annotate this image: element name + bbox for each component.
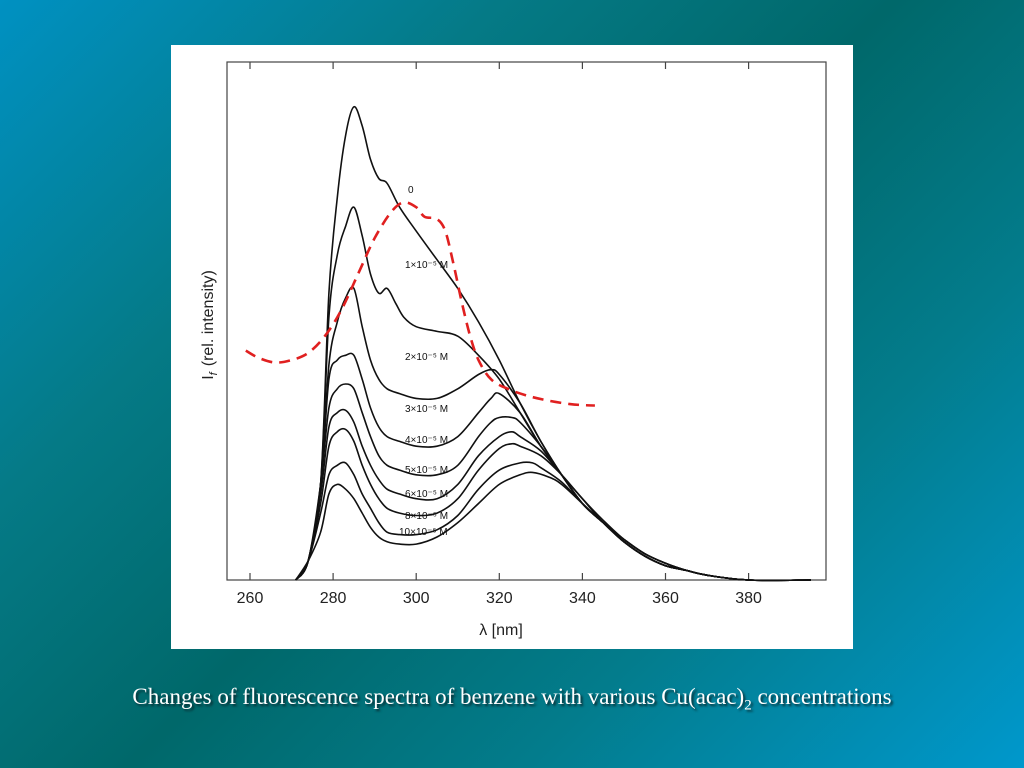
series-label-1: 1×10⁻⁵ M [405, 260, 448, 271]
series-label-2: 2×10⁻⁵ M [405, 352, 448, 363]
caption-subscript: 2 [744, 697, 752, 714]
series-label-5: 5×10⁻⁵ M [405, 465, 448, 476]
series-label-7: 8×10⁻⁵ M [405, 511, 448, 522]
x-tick-label: 300 [403, 590, 430, 607]
fluorescence-curve-5 [295, 408, 811, 582]
fluorescence-chart: 260 280 300 320 340 360 380 0 1×10⁻⁵ M 2×10⁻⁵ M 3… [200, 61, 827, 639]
x-tick-label: 340 [569, 590, 596, 607]
x-tick-label: 280 [320, 590, 347, 607]
slide-caption: Changes of fluorescence spectra of benze… [0, 684, 1024, 715]
series-label-6: 6×10⁻⁵ M [405, 489, 448, 500]
y-axis-label-rest: (rel. intensity) [200, 270, 217, 366]
fluorescence-curve-6 [295, 427, 811, 582]
x-tick-label: 260 [237, 590, 264, 607]
figure-panel: 260 280 300 320 340 360 380 0 1×10⁻⁵ M 2×10⁻⁵ M 3… [171, 45, 853, 649]
fluorescence-curve-2 [295, 286, 811, 582]
series-label-3: 3×10⁻⁵ M [405, 404, 448, 415]
fluorescence-curve-0 [295, 105, 811, 582]
y-axis-label-main: I [200, 375, 217, 379]
y-axis-label-sub: f [208, 371, 220, 375]
x-tick-label: 320 [486, 590, 513, 607]
plot-frame [226, 61, 827, 581]
fluorescence-curve-1 [295, 206, 811, 582]
fluorescence-curve-8 [295, 471, 811, 582]
caption-end: concentrations [751, 684, 892, 709]
x-tick-label: 360 [652, 590, 679, 607]
x-axis-label: λ [nm] [479, 622, 523, 639]
series-label-8: 10×10⁻⁵ M [399, 527, 448, 538]
series-label-4: 4×10⁻⁵ M [405, 435, 448, 446]
x-tick-label: 380 [735, 590, 762, 607]
absorption-dashed-curve [245, 200, 595, 407]
caption-text: Changes of fluorescence spectra of benze… [132, 684, 745, 709]
series-label-0: 0 [408, 185, 414, 196]
y-axis-label: If (rel. intensity) [200, 270, 220, 380]
